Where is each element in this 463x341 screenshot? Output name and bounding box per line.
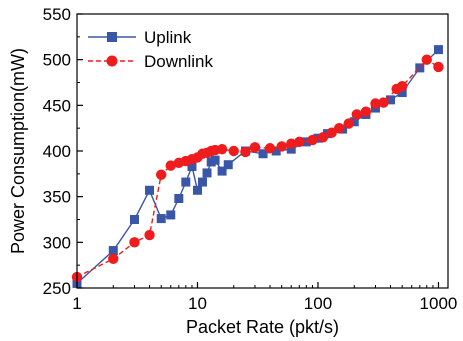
uplink-point — [129, 215, 139, 224]
downlink-point — [240, 146, 251, 158]
downlink-point — [433, 61, 444, 73]
downlink-point — [249, 142, 261, 153]
y-axis-label: Power Consumption(mW) — [8, 48, 28, 254]
y-tick-label: 550 — [43, 5, 71, 24]
downlink-point — [396, 80, 408, 92]
uplink-point — [156, 214, 166, 224]
uplink-point — [223, 160, 233, 170]
uplink-point — [271, 146, 281, 156]
uplink-point — [386, 95, 396, 105]
uplink-point — [174, 193, 184, 203]
plot-group — [71, 45, 444, 288]
uplink-point — [197, 177, 207, 187]
downlink-point — [343, 118, 354, 129]
legend-marker-square — [107, 32, 117, 42]
uplink-point — [301, 137, 311, 147]
axis-group: 250 300 350 400 450 500 550 1 10 100 1000 — [43, 5, 458, 313]
x-tick-label: 1000 — [420, 294, 458, 313]
uplink-point — [192, 185, 202, 195]
y-tick-label: 400 — [43, 142, 71, 161]
x-tick-label: 1 — [72, 294, 81, 313]
downlink-point — [165, 160, 176, 171]
uplink-point — [187, 162, 197, 172]
y-tick-label: 300 — [43, 233, 71, 252]
uplink-point — [210, 155, 220, 165]
downlink-point — [144, 229, 155, 241]
legend-label-uplink: Uplink — [144, 28, 192, 47]
uplink-point — [349, 117, 359, 127]
downlink-point — [351, 109, 362, 120]
y-tick-label: 250 — [43, 279, 71, 298]
downlink-point — [333, 122, 345, 134]
downlink-point — [370, 98, 381, 109]
downlink-point — [326, 127, 337, 138]
uplink-point — [217, 166, 227, 176]
downlink-point — [264, 143, 276, 154]
uplink-point — [145, 185, 155, 195]
downlink-point — [228, 145, 239, 157]
uplink-point — [166, 210, 176, 220]
y-tick-label: 350 — [43, 188, 71, 207]
downlink-point — [317, 132, 329, 143]
legend: Uplink Downlink — [88, 28, 213, 71]
y-tick-label: 450 — [43, 96, 71, 115]
downlink-point — [216, 143, 228, 155]
uplink-point — [415, 63, 425, 73]
downlink-point — [294, 136, 305, 148]
downlink-point — [286, 138, 297, 149]
uplink-point — [397, 88, 407, 98]
downlink-point — [129, 237, 140, 248]
x-tick-label: 10 — [188, 294, 207, 313]
series-line-uplink — [76, 49, 439, 284]
uplink-point — [258, 149, 268, 159]
x-axis-label: Packet Rate (pkt/s) — [186, 317, 339, 337]
legend-label-downlink: Downlink — [144, 52, 213, 71]
downlink-point — [108, 253, 119, 264]
uplink-point — [433, 45, 443, 55]
legend-marker-circle — [106, 55, 118, 67]
x-tick-label: 100 — [304, 294, 332, 313]
y-tick-label: 500 — [43, 51, 71, 70]
downlink-point — [156, 169, 167, 180]
uplink-point — [181, 177, 191, 187]
uplink-point — [202, 168, 212, 178]
downlink-point — [360, 106, 372, 117]
uplink-point — [286, 144, 296, 154]
downlink-point — [421, 54, 432, 65]
downlink-point — [276, 141, 287, 152]
uplink-point — [108, 246, 118, 256]
downlink-point — [378, 97, 389, 108]
downlink-point — [307, 134, 318, 146]
